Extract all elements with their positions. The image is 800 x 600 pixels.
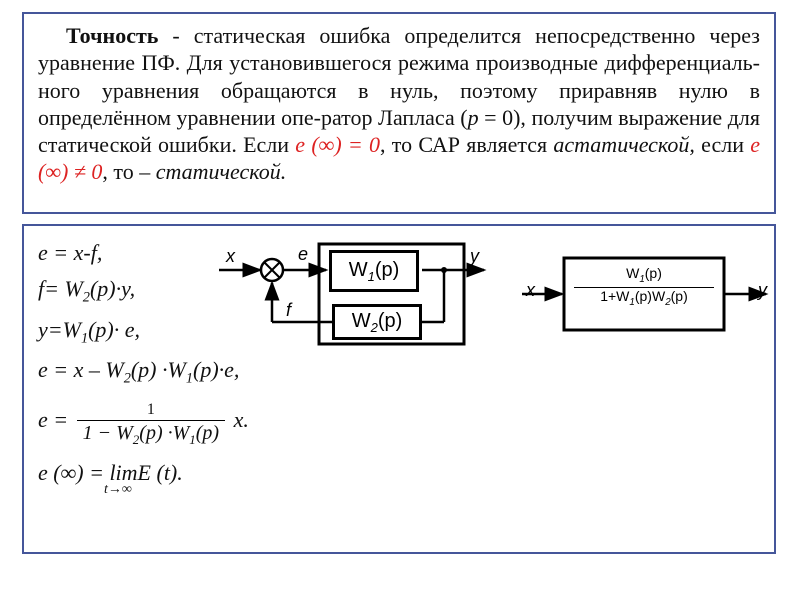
eq-5-fraction: 1 1 − W2(p) ·W1(p) bbox=[77, 398, 225, 446]
d2-x: x bbox=[526, 280, 535, 301]
d1-e: e bbox=[298, 244, 308, 265]
d1-x: x bbox=[226, 246, 235, 267]
d2-transfer-function: W1(p) 1+W1(p)W2(p) bbox=[574, 266, 714, 308]
eq-5: e = 1 1 − W2(p) ·W1(p) x. bbox=[38, 398, 760, 446]
cond-e-zero: е (∞) = 0 bbox=[295, 132, 380, 157]
block-w1: W1(p) bbox=[329, 250, 419, 292]
d1-f: f bbox=[286, 300, 291, 321]
d2-y: y bbox=[758, 280, 767, 301]
eq-6-limit: t→∞ bbox=[104, 482, 760, 499]
d1-y: y bbox=[470, 246, 479, 267]
lead-word: Точность bbox=[66, 23, 158, 48]
derivation-box: e = x-f, f= W2(p)·y, y=W1(p)· e, e = x –… bbox=[22, 224, 776, 554]
block-w2: W2(p) bbox=[332, 304, 422, 340]
definition-paragraph: Точность - статическая ошибка определитс… bbox=[38, 22, 760, 186]
definition-box: Точность - статическая ошибка определитс… bbox=[22, 12, 776, 214]
diagram-area: W1(p) W2(p) x e y f x y W1(p) 1+W1(p)W2(… bbox=[214, 232, 774, 372]
eq-6: e (∞) = limE (t). t→∞ bbox=[38, 460, 760, 499]
